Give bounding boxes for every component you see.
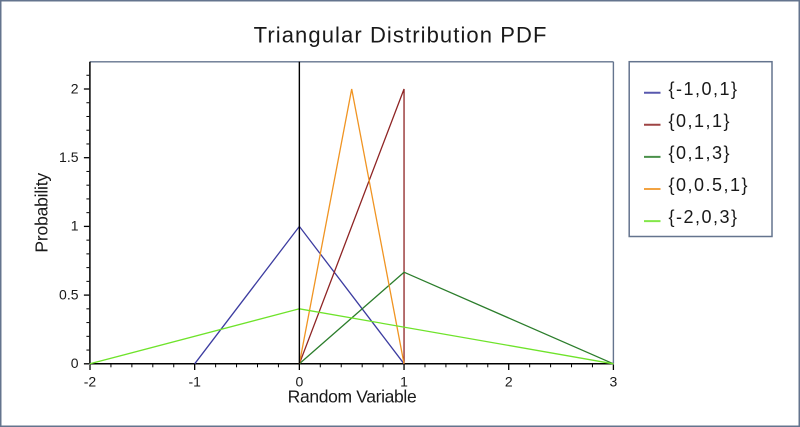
svg-text:-2: -2 (84, 374, 97, 390)
svg-text:{0,1,1}: {0,1,1} (669, 111, 732, 131)
svg-text:2: 2 (505, 374, 513, 390)
svg-text:1.5: 1.5 (59, 149, 79, 165)
svg-text:-1: -1 (188, 374, 201, 390)
svg-text:Random Variable: Random Variable (288, 387, 417, 407)
svg-text:3: 3 (610, 374, 618, 390)
svg-text:{0,1,3}: {0,1,3} (669, 143, 732, 163)
svg-text:Triangular Distribution PDF: Triangular Distribution PDF (254, 23, 548, 48)
svg-text:1: 1 (71, 218, 79, 234)
svg-text:0: 0 (71, 355, 79, 371)
svg-text:{0,0.5,1}: {0,0.5,1} (669, 175, 750, 195)
svg-text:0: 0 (295, 374, 303, 390)
svg-text:2: 2 (71, 80, 79, 96)
svg-text:Probability: Probability (32, 173, 52, 253)
svg-text:{-1,0,1}: {-1,0,1} (669, 79, 739, 99)
svg-text:{-2,0,3}: {-2,0,3} (669, 207, 739, 227)
svg-text:1: 1 (400, 374, 408, 390)
svg-text:0.5: 0.5 (59, 286, 79, 302)
